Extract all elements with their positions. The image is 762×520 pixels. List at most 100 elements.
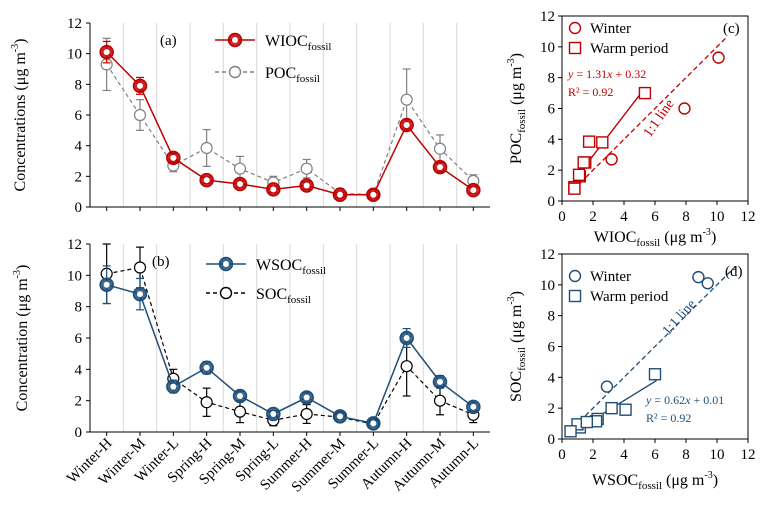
scatter-point [582, 135, 596, 148]
y-tick-label: 0 [75, 425, 83, 441]
scatter-point [568, 182, 581, 195]
data-point-center [103, 49, 110, 56]
scatter-point [678, 102, 691, 115]
data-point [300, 407, 313, 421]
y-tick-label: 0 [548, 194, 556, 210]
x-tick-label: 12 [741, 447, 756, 463]
data-point [200, 141, 213, 155]
legend-label: Warm period [590, 41, 669, 57]
data-point-center [470, 403, 477, 410]
scatter-point [692, 270, 705, 284]
fit-r2: R² = 0.92 [568, 85, 613, 99]
x-tick-label: 2 [589, 209, 597, 225]
data-point-center [470, 187, 477, 194]
data-point-center [337, 413, 343, 420]
data-point-center [170, 383, 177, 390]
scatter-point [648, 368, 662, 381]
panel-c: 0 2 4 6 8 10 12 0 2 4 6 8 10 12 WIOCfossil (μg m-3) POC… [506, 9, 756, 249]
legend-label: WSOCfossil [256, 257, 326, 277]
x-tick-label: 6 [651, 209, 659, 225]
series-line-SOC_fossil [106, 266, 474, 425]
y-axis-label: POCfossil (μg m-3) [506, 53, 528, 164]
one-to-one-line [567, 265, 737, 434]
data-point [233, 162, 247, 175]
panel-a: 0 2 4 6 8 10 12 Concentrations (μg m-3) (a) WIOCf… [10, 16, 490, 216]
scatter-point [596, 136, 609, 149]
x-tick-label: 12 [741, 209, 756, 225]
one-to-one-line [573, 37, 727, 190]
data-point [433, 142, 447, 155]
y-tick-label: 0 [75, 200, 83, 216]
y-tick-label: 8 [548, 309, 556, 325]
legend-marker [568, 41, 582, 55]
data-point-center [137, 291, 143, 298]
data-point [233, 405, 247, 418]
data-point [400, 360, 413, 373]
scatter-point [605, 401, 618, 415]
panel-label: (d) [725, 264, 743, 280]
data-point-center [137, 82, 143, 89]
legend-marker [228, 65, 242, 79]
data-point-center [270, 410, 277, 417]
legend-label: SOCfossil [256, 286, 311, 306]
x-axis-label: WIOCfossil (μg m-3) [594, 227, 717, 249]
y-tick-label: 2 [548, 163, 556, 179]
legend-label: POCfossil [265, 65, 320, 85]
legend-marker [568, 21, 582, 35]
data-point-center [203, 177, 210, 184]
y-tick-label: 4 [75, 139, 83, 155]
legend-marker-center [223, 261, 229, 267]
y-tick-label: 12 [67, 16, 82, 32]
y-tick-label: 12 [540, 9, 555, 25]
data-point [133, 108, 147, 122]
x-tick-label: 4 [620, 209, 628, 225]
panel-b: 0 2 4 6 8 10 12 Concentration (μg m-3) (b) WSOCfo… [12, 237, 490, 496]
data-point [400, 93, 413, 106]
legend-marker [568, 289, 582, 303]
x-axis-label: WSOCfossil (μg m-3) [592, 470, 718, 492]
scatter-point [619, 403, 632, 416]
data-point-center [237, 392, 243, 399]
scatter-point [712, 51, 725, 64]
scatter-point [605, 153, 618, 166]
scatter-point [580, 415, 593, 429]
scatter-point [600, 380, 614, 393]
y-tick-label: 10 [540, 278, 555, 294]
legend-marker [568, 269, 582, 283]
data-point-center [403, 121, 410, 128]
data-point-center [370, 420, 377, 427]
data-point [200, 396, 213, 409]
data-point-center [103, 281, 110, 288]
data-point-center [403, 335, 410, 341]
scatter-point [572, 168, 586, 181]
legend-label: Winter [590, 21, 631, 37]
x-tick-label: 0 [558, 447, 566, 463]
legend-marker-center [232, 37, 238, 43]
data-point-center [303, 394, 310, 401]
y-tick-label: 6 [75, 331, 83, 347]
x-tick-label: 4 [620, 447, 628, 463]
y-tick-label: 2 [75, 394, 83, 410]
panel-label: (b) [152, 254, 170, 270]
x-tick-label: 6 [651, 447, 659, 463]
panel-d: 0 2 4 6 8 10 12 0 2 4 6 8 10 12 WSOCfossil (μg m-3) SOC… [506, 247, 756, 492]
data-point-center [370, 191, 377, 198]
panel-label: (a) [160, 33, 177, 49]
data-point-center [237, 181, 243, 187]
series-line-WSOC_fossil [106, 284, 474, 425]
y-tick-label: 4 [548, 132, 556, 148]
y-tick-label: 4 [75, 362, 83, 378]
legend-label: Winter [590, 269, 631, 285]
y-tick-label: 12 [540, 247, 555, 263]
fit-equation: y = 0.62x + 0.01 [645, 393, 724, 407]
y-tick-label: 6 [75, 108, 83, 124]
scatter-point [564, 425, 577, 438]
data-point [433, 394, 447, 407]
scatter-point [701, 277, 714, 290]
panel-label: (c) [723, 21, 740, 37]
x-tick-label: 8 [682, 447, 690, 463]
x-tick-label: 0 [558, 209, 566, 225]
legend-label: Warm period [590, 289, 669, 305]
data-point-center [437, 164, 443, 171]
